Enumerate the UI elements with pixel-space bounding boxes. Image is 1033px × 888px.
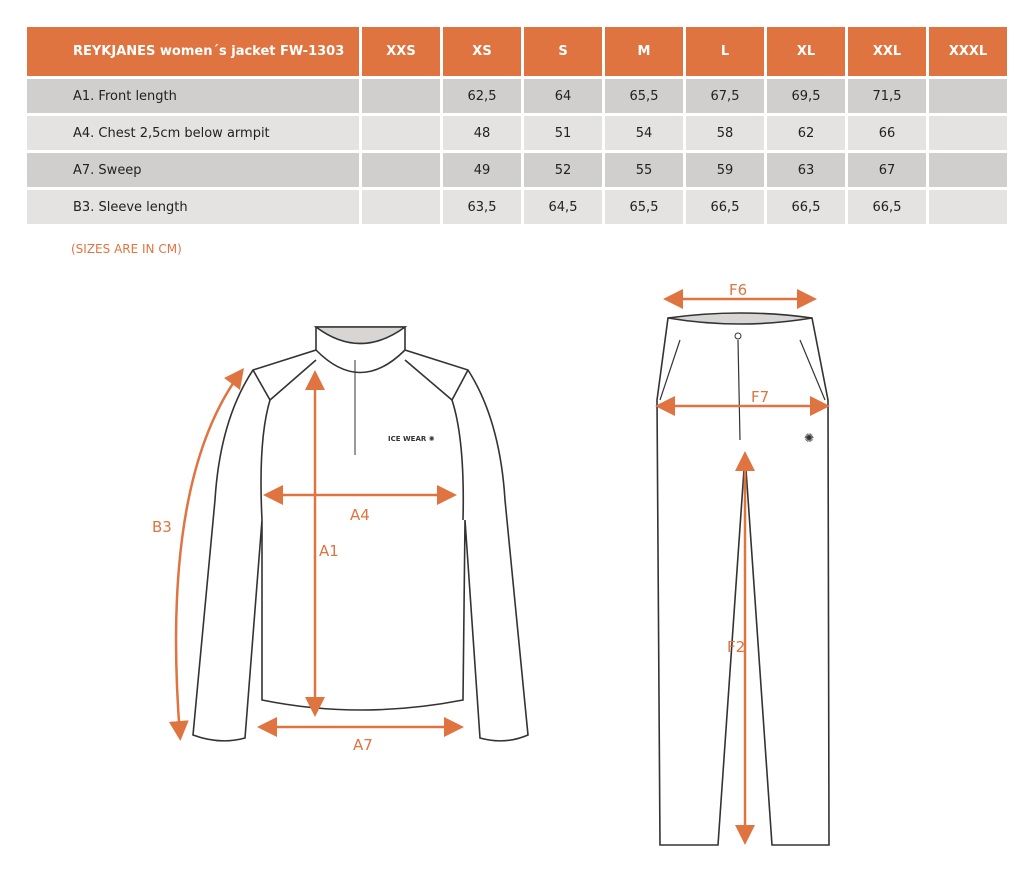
header-row: REYKJANES women´s jacket FW-1303 XXS XS … — [27, 27, 1007, 76]
size-value — [362, 190, 440, 224]
size-value: 62 — [767, 116, 845, 150]
arrow-b3 — [168, 367, 244, 741]
size-value: 66,5 — [767, 190, 845, 224]
size-value: 55 — [605, 153, 683, 187]
size-value: 51 — [524, 116, 602, 150]
size-value: 59 — [686, 153, 764, 187]
size-value — [929, 116, 1007, 150]
size-value: 67 — [848, 153, 926, 187]
size-header: XS — [443, 27, 521, 76]
table-row: A7. Sweep 49 52 55 59 63 67 — [27, 153, 1007, 187]
size-value — [929, 153, 1007, 187]
label-f7: F7 — [751, 388, 769, 406]
size-value: 49 — [443, 153, 521, 187]
size-value — [929, 190, 1007, 224]
size-value: 63 — [767, 153, 845, 187]
svg-text:✺: ✺ — [804, 431, 814, 445]
size-value — [362, 116, 440, 150]
size-value — [929, 79, 1007, 113]
label-f6: F6 — [729, 281, 747, 299]
size-value — [362, 79, 440, 113]
size-value: 71,5 — [848, 79, 926, 113]
size-value: 52 — [524, 153, 602, 187]
table-row: A1. Front length 62,5 64 65,5 67,5 69,5 71,5 — [27, 79, 1007, 113]
measurement-label: B3. Sleeve length — [27, 190, 359, 224]
size-value: 66,5 — [848, 190, 926, 224]
size-header: XXL — [848, 27, 926, 76]
size-header: XXXL — [929, 27, 1007, 76]
size-value: 66 — [848, 116, 926, 150]
measurement-arrows — [168, 289, 830, 845]
logo: ICE WEAR ✺ — [388, 435, 435, 443]
size-value: 58 — [686, 116, 764, 150]
units-note: (SIZES ARE IN CM) — [71, 242, 182, 256]
pants-drawing: ✺ — [656, 312, 830, 846]
size-value: 67,5 — [686, 79, 764, 113]
label-f2: F2 — [727, 638, 745, 656]
size-header: XL — [767, 27, 845, 76]
size-value: 54 — [605, 116, 683, 150]
label-a7: A7 — [353, 736, 373, 754]
jacket-drawing: ICE WEAR ✺ — [192, 326, 529, 742]
measurement-label: A7. Sweep — [27, 153, 359, 187]
table-title: REYKJANES women´s jacket FW-1303 — [27, 27, 359, 76]
table-row: A4. Chest 2,5cm below armpit 48 51 54 58 62 66 — [27, 116, 1007, 150]
measurement-label: A1. Front length — [27, 79, 359, 113]
size-value: 65,5 — [605, 79, 683, 113]
size-value: 69,5 — [767, 79, 845, 113]
size-header: M — [605, 27, 683, 76]
table-row: B3. Sleeve length 63,5 64,5 65,5 66,5 66,5 66,… — [27, 190, 1007, 224]
size-value: 48 — [443, 116, 521, 150]
measurement-label: A4. Chest 2,5cm below armpit — [27, 116, 359, 150]
label-a1: A1 — [319, 542, 339, 560]
size-value: 64,5 — [524, 190, 602, 224]
size-value: 66,5 — [686, 190, 764, 224]
size-header: L — [686, 27, 764, 76]
label-b3: B3 — [152, 518, 172, 536]
size-value: 62,5 — [443, 79, 521, 113]
size-header: XXS — [362, 27, 440, 76]
size-header: S — [524, 27, 602, 76]
size-value — [362, 153, 440, 187]
size-value: 63,5 — [443, 190, 521, 224]
size-value: 64 — [524, 79, 602, 113]
label-a4: A4 — [350, 506, 370, 524]
size-table: REYKJANES women´s jacket FW-1303 XXS XS … — [24, 24, 1010, 227]
size-value: 65,5 — [605, 190, 683, 224]
